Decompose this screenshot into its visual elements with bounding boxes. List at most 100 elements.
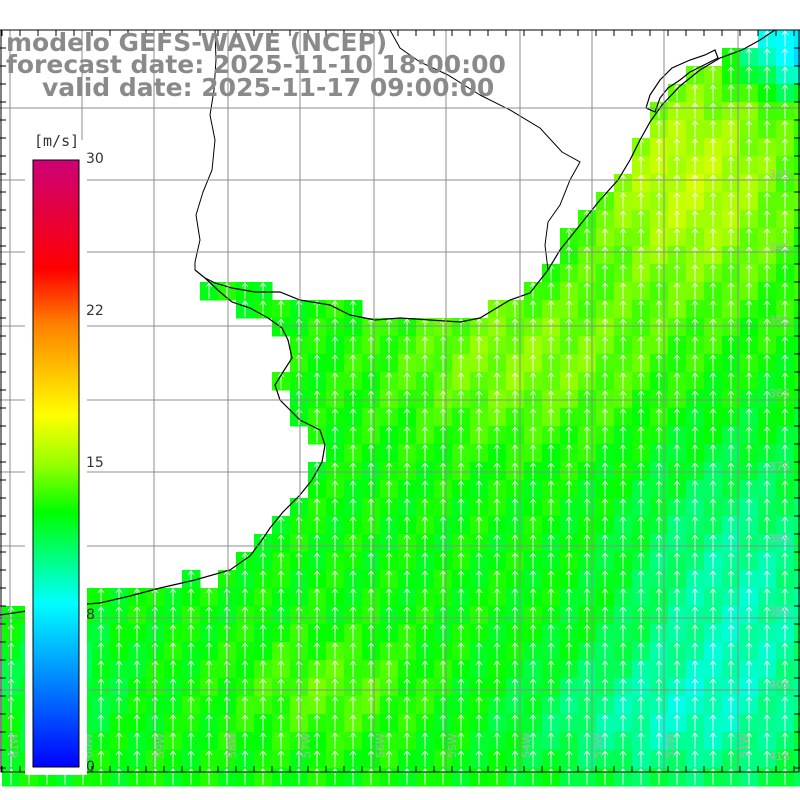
wind-arrow xyxy=(493,408,501,425)
wind-cell xyxy=(794,138,800,157)
wind-arrow xyxy=(403,624,411,641)
wind-arrow xyxy=(331,642,339,659)
wind-arrow xyxy=(349,480,357,497)
wind-arrow xyxy=(421,570,429,587)
wind-arrow xyxy=(475,498,483,515)
wind-arrow xyxy=(331,552,339,569)
wind-arrow xyxy=(259,714,267,731)
wind-arrow xyxy=(475,336,483,353)
wind-arrow xyxy=(331,462,339,479)
wind-arrow xyxy=(781,750,789,767)
wind-arrow xyxy=(763,264,771,281)
wind-arrow xyxy=(421,390,429,407)
lagoon-outline xyxy=(645,49,719,113)
wind-arrow xyxy=(313,570,321,587)
wind-arrow xyxy=(457,408,465,425)
wind-arrow xyxy=(727,156,735,173)
wind-arrow xyxy=(655,534,663,551)
wind-arrow xyxy=(709,408,717,425)
wind-arrow xyxy=(331,516,339,533)
wind-arrow xyxy=(727,372,735,389)
wind-arrow xyxy=(331,336,339,353)
wind-cell xyxy=(794,714,800,733)
wind-arrow xyxy=(97,714,105,731)
wind-arrow xyxy=(475,714,483,731)
wind-arrow xyxy=(673,354,681,371)
wind-arrow xyxy=(637,570,645,587)
wind-arrow xyxy=(223,750,231,767)
wind-arrow xyxy=(565,696,573,713)
wind-arrow xyxy=(727,336,735,353)
wind-arrow xyxy=(565,264,573,281)
wind-arrow xyxy=(457,426,465,443)
wind-arrow xyxy=(331,390,339,407)
wind-arrow xyxy=(583,228,591,245)
wind-arrow xyxy=(673,678,681,695)
wind-arrow xyxy=(403,372,411,389)
wind-arrow xyxy=(565,480,573,497)
wind-arrow xyxy=(727,264,735,281)
wind-arrow xyxy=(673,174,681,191)
wind-arrow xyxy=(673,516,681,533)
wind-arrow xyxy=(151,642,159,659)
wind-arrow xyxy=(655,174,663,191)
wind-arrow xyxy=(655,138,663,155)
wind-arrow xyxy=(313,660,321,677)
wind-arrow xyxy=(601,372,609,389)
wind-arrow xyxy=(709,372,717,389)
wind-arrow xyxy=(169,624,177,641)
wind-arrow xyxy=(763,750,771,767)
wind-arrow xyxy=(331,624,339,641)
wind-arrow xyxy=(565,408,573,425)
wind-arrow xyxy=(655,390,663,407)
wind-arrow xyxy=(493,696,501,713)
wind-arrow xyxy=(277,696,285,713)
wind-arrow xyxy=(763,408,771,425)
wind-arrow xyxy=(349,660,357,677)
wind-arrow xyxy=(349,372,357,389)
wind-arrow xyxy=(709,516,717,533)
wind-arrow xyxy=(421,624,429,641)
wind-arrow xyxy=(403,498,411,515)
wind-arrow xyxy=(601,570,609,587)
wind-arrow xyxy=(619,210,627,227)
wind-arrow xyxy=(637,696,645,713)
wind-arrow xyxy=(313,732,321,749)
wind-arrow xyxy=(133,678,141,695)
longitude-label: 57W xyxy=(300,733,313,758)
wind-arrow xyxy=(457,750,465,767)
wind-arrow xyxy=(241,660,249,677)
wind-arrow xyxy=(223,660,231,677)
wind-arrow xyxy=(439,372,447,389)
latitude-label: 37S xyxy=(769,460,790,473)
wind-arrow xyxy=(763,354,771,371)
wind-arrow xyxy=(655,678,663,695)
wind-arrow xyxy=(421,534,429,551)
wind-arrow xyxy=(565,678,573,695)
wind-arrow xyxy=(763,246,771,263)
wind-arrow xyxy=(349,570,357,587)
wind-arrow xyxy=(421,642,429,659)
wind-arrow xyxy=(493,660,501,677)
wind-arrow xyxy=(331,354,339,371)
colorbar-tick-8: 8 xyxy=(86,607,95,623)
wind-arrow xyxy=(547,336,555,353)
wind-arrow xyxy=(727,660,735,677)
wind-arrow xyxy=(349,426,357,443)
coastline xyxy=(0,269,326,616)
wind-arrow xyxy=(709,696,717,713)
wind-arrow xyxy=(763,228,771,245)
wind-arrow xyxy=(313,552,321,569)
wind-cell xyxy=(794,228,800,247)
wind-arrow xyxy=(781,624,789,641)
wind-arrow xyxy=(565,516,573,533)
wind-arrow xyxy=(529,426,537,443)
wind-arrow xyxy=(367,336,375,353)
wind-arrow xyxy=(547,678,555,695)
wind-arrow xyxy=(169,750,177,767)
wind-arrow xyxy=(745,498,753,515)
wind-arrow xyxy=(457,354,465,371)
wind-arrow xyxy=(277,570,285,587)
wind-arrow xyxy=(691,174,699,191)
wind-arrow xyxy=(781,318,789,335)
